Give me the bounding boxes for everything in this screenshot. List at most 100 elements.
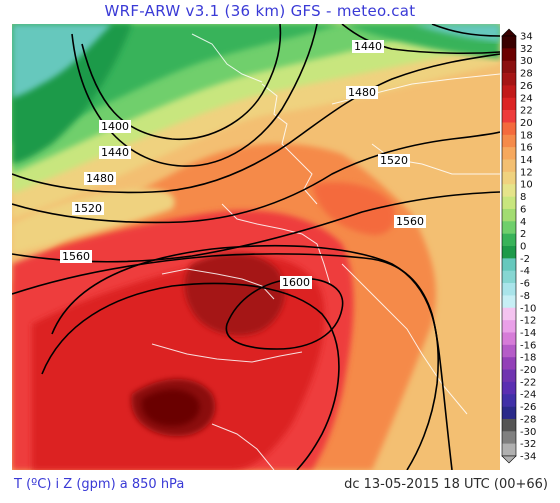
contour-label: 1560	[60, 250, 92, 263]
colorbar-swatch	[502, 295, 516, 309]
colorbar-label: -20	[520, 365, 536, 376]
colorbar-label: 6	[520, 204, 526, 215]
svg-text:1480: 1480	[86, 172, 114, 185]
contour-label: 1600	[280, 276, 312, 289]
colorbar-label: -12	[520, 316, 536, 327]
colorbar-swatch	[502, 85, 516, 99]
colorbar-swatch	[502, 208, 516, 222]
colorbar-swatch	[502, 369, 516, 383]
colorbar-label: -10	[520, 303, 536, 314]
contour-labels: 1400 1440 1480 1520 1560 1600	[60, 40, 426, 289]
svg-text:1520: 1520	[380, 154, 408, 167]
colorbar-label: -8	[520, 291, 530, 302]
colorbar-swatch	[502, 184, 516, 197]
colorbar-swatch	[502, 147, 516, 160]
colorbar-label: 4	[520, 217, 526, 228]
svg-text:1400: 1400	[101, 120, 129, 133]
colorbar-label: -34	[520, 452, 536, 463]
contour-label: 1520	[378, 154, 410, 167]
colorbar-swatch	[502, 196, 516, 210]
svg-text:1440: 1440	[101, 146, 129, 159]
colorbar-label: -6	[520, 279, 530, 290]
colorbar-label: 10	[520, 180, 533, 191]
colorbar-label: 24	[520, 93, 533, 104]
colorbar-swatch	[502, 171, 516, 185]
svg-text:1600: 1600	[282, 276, 310, 289]
colorbar-swatch	[502, 381, 516, 395]
weather-map: 1400 1440 1480 1520 1560 1600	[12, 24, 500, 470]
colorbar-label: 26	[520, 81, 533, 92]
colorbar-swatch	[502, 134, 516, 148]
colorbar-label: 8	[520, 192, 526, 203]
variable-description: T (ºC) i Z (gpm) a 850 hPa	[14, 477, 185, 492]
colorbar-label: -30	[520, 427, 536, 438]
svg-text:1560: 1560	[396, 215, 424, 228]
temperature-colorbar: 3432302826242220181614121086420-2-4-6-8-…	[501, 28, 536, 464]
colorbar-label: -18	[520, 353, 536, 364]
colorbar-swatch	[502, 258, 516, 272]
colorbar-swatch	[502, 122, 516, 136]
contour-label: 1480	[346, 86, 378, 99]
colorbar-label: -16	[520, 340, 536, 351]
colorbar-swatch	[502, 344, 516, 358]
colorbar-top-arrow	[501, 28, 517, 37]
colorbar-swatch	[502, 36, 516, 49]
colorbar-swatch	[502, 221, 516, 234]
colorbar-label: -4	[520, 266, 530, 277]
colorbar-label: 20	[520, 118, 533, 129]
colorbar-swatch	[502, 233, 516, 247]
colorbar-swatch	[502, 270, 516, 284]
height-contours	[12, 24, 500, 470]
colorbar-label: 32	[520, 44, 533, 55]
colorbar-swatch	[502, 394, 516, 407]
valid-time: dc 13-05-2015 18 UTC (00+66)	[344, 477, 548, 492]
colorbar-label: 30	[520, 56, 533, 67]
colorbar-label: 2	[520, 229, 526, 240]
temperature-field	[12, 24, 500, 470]
colorbar-swatch	[502, 283, 516, 296]
colorbar-label: -14	[520, 328, 536, 339]
colorbar-swatch	[502, 431, 516, 444]
colorbar-swatch	[502, 110, 516, 123]
contour-label: 1440	[352, 40, 384, 53]
svg-text:1560: 1560	[62, 250, 90, 263]
colorbar-swatch	[502, 73, 516, 86]
colorbar-label: 14	[520, 155, 533, 166]
colorbar-swatch	[502, 406, 516, 420]
svg-text:1520: 1520	[74, 202, 102, 215]
colorbar-bottom-arrow	[501, 455, 517, 464]
contour-label: 1480	[84, 172, 116, 185]
colorbar-label: 16	[520, 143, 533, 154]
colorbar-swatch	[502, 332, 516, 346]
colorbar-swatch	[502, 159, 516, 173]
colorbar-label: -24	[520, 390, 536, 401]
colorbar-swatch	[502, 60, 516, 74]
colorbar-label: -2	[520, 254, 530, 265]
contour-label: 1400	[99, 120, 131, 133]
contour-label: 1440	[99, 146, 131, 159]
colorbar-swatch	[502, 357, 516, 370]
colorbar-swatch	[502, 307, 516, 321]
colorbar-label: 0	[520, 242, 526, 253]
colorbar-swatch	[502, 48, 516, 62]
colorbar-swatch	[502, 443, 516, 457]
svg-text:1480: 1480	[348, 86, 376, 99]
colorbar-label: 28	[520, 69, 533, 80]
map-canvas: 1400 1440 1480 1520 1560 1600	[12, 24, 500, 470]
colorbar-label: 18	[520, 130, 533, 141]
map-title: WRF-ARW v3.1 (36 km) GFS - meteo.cat	[104, 2, 416, 20]
colorbar-label: 34	[520, 32, 533, 43]
contour-label: 1560	[394, 215, 426, 228]
colorbar-swatch	[502, 320, 516, 333]
colorbar-label: -22	[520, 377, 536, 388]
colorbar-label: -32	[520, 439, 536, 450]
colorbar-swatch	[502, 418, 516, 432]
svg-text:1440: 1440	[354, 40, 382, 53]
colorbar-label: -26	[520, 402, 536, 413]
colorbar-label: 12	[520, 167, 533, 178]
contour-label: 1520	[72, 202, 104, 215]
colorbar-swatch	[502, 97, 516, 111]
colorbar-swatch	[502, 246, 516, 259]
colorbar-label: -28	[520, 414, 536, 425]
colorbar-label: 22	[520, 106, 533, 117]
